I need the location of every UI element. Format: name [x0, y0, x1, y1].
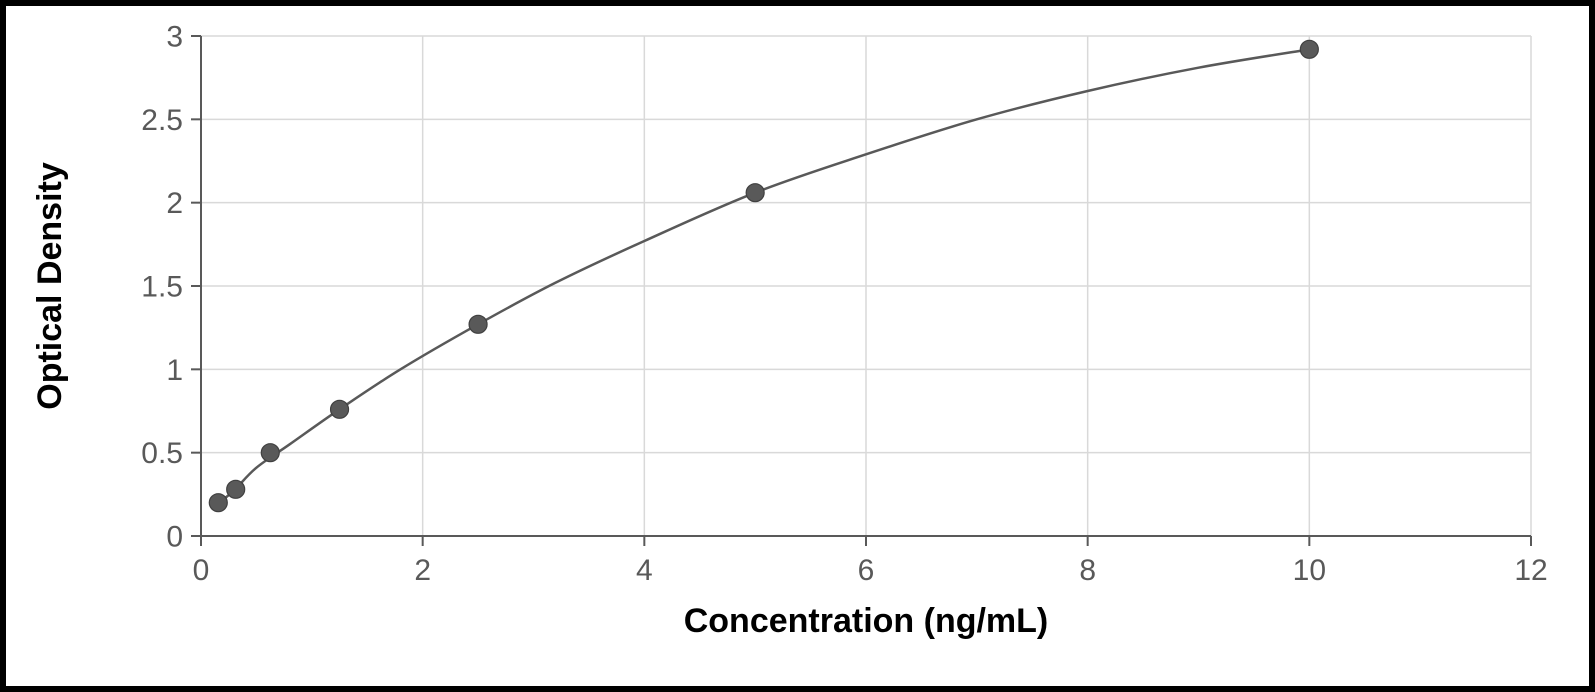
chart-container: 0 2 4 6 8 10 12 0 0.5 1 1.5 2 2.5 3 Concentration (ng/… [0, 0, 1595, 692]
y-tick-label: 2.5 [141, 104, 183, 137]
data-point [1300, 40, 1318, 58]
y-tick-label: 3 [166, 21, 183, 54]
x-axis-label: Concentration (ng/mL) [684, 602, 1049, 640]
y-tick-label: 0 [166, 521, 183, 554]
data-point [261, 444, 279, 462]
data-point [746, 184, 764, 202]
data-point [227, 480, 245, 498]
data-point [331, 400, 349, 418]
y-axis-label: Optical Density [31, 162, 69, 410]
x-tick-label: 4 [636, 554, 653, 587]
x-tick-label: 2 [414, 554, 431, 587]
data-point [209, 494, 227, 512]
x-tick-label: 8 [1079, 554, 1096, 587]
data-point [469, 315, 487, 333]
x-tick-label: 6 [858, 554, 875, 587]
x-tick-label: 12 [1514, 554, 1547, 587]
x-tick-label: 0 [193, 554, 210, 587]
y-tick-label: 1.5 [141, 271, 183, 304]
chart-svg: 0 2 4 6 8 10 12 0 0.5 1 1.5 2 2.5 3 Concentration (ng/… [6, 6, 1589, 686]
y-tick-label: 2 [166, 187, 183, 220]
y-tick-label: 0.5 [141, 437, 183, 470]
x-tick-label: 10 [1293, 554, 1326, 587]
y-tick-label: 1 [166, 354, 183, 387]
